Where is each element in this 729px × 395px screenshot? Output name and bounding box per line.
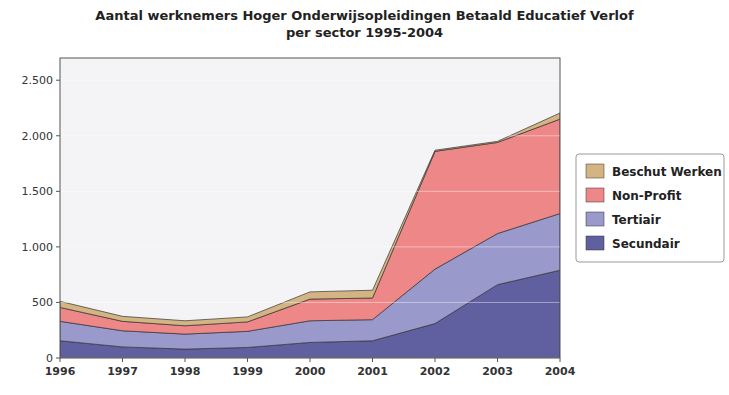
title-line: Aantal werknemers Hoger Onderwijsopleidi… xyxy=(95,8,634,23)
x-tick xyxy=(560,358,561,362)
legend-swatch xyxy=(586,188,604,202)
grid-line xyxy=(60,246,560,247)
legend-swatch xyxy=(586,236,604,250)
legend-label: Non-Profit xyxy=(612,189,682,203)
legend-label: Beschut Werken xyxy=(612,165,722,179)
x-tick xyxy=(122,358,123,362)
grid-line xyxy=(60,135,560,136)
grid-line xyxy=(60,302,560,303)
legend-box xyxy=(576,154,724,262)
x-tick-label: 2004 xyxy=(545,365,576,378)
x-tick-label: 1999 xyxy=(232,365,263,378)
title-line: per sector 1995-2004 xyxy=(286,25,443,40)
y-tick-label: 500 xyxy=(32,296,53,309)
x-tick xyxy=(310,358,311,362)
y-tick xyxy=(56,302,60,303)
plot-frame xyxy=(60,58,560,358)
x-axis: 1996 1997 1998 1999 2000 2001 2002 2003 2004 xyxy=(45,358,576,378)
x-tick xyxy=(372,358,373,362)
x-tick xyxy=(497,358,498,362)
x-tick xyxy=(247,358,248,362)
x-tick-label: 1997 xyxy=(107,365,138,378)
legend-label: Secundair xyxy=(612,237,680,251)
x-tick-label: 2000 xyxy=(295,365,326,378)
x-tick-label: 2001 xyxy=(357,365,388,378)
y-tick xyxy=(56,358,60,359)
y-tick-label: 2.500 xyxy=(22,74,54,87)
y-tick xyxy=(56,246,60,247)
y-axis: 0 500 1.000 1.500 2.000 2.500 xyxy=(22,74,561,365)
x-tick-label: 1996 xyxy=(45,365,76,378)
grid-line xyxy=(60,80,560,81)
x-tick-label: 2002 xyxy=(420,365,451,378)
chart-container: Aantal werknemers Hoger Onderwijsopleidi… xyxy=(0,0,729,395)
y-tick-label: 0 xyxy=(46,352,53,365)
legend: Beschut Werken Non-Profit Tertiair Secundai… xyxy=(576,154,724,262)
chart-svg: Aantal werknemers Hoger Onderwijsopleidi… xyxy=(0,0,729,395)
y-tick-label: 1.500 xyxy=(22,185,54,198)
x-tick xyxy=(185,358,186,362)
x-tick-label: 1998 xyxy=(170,365,201,378)
areas xyxy=(60,113,560,358)
area-series xyxy=(60,113,560,326)
y-tick-label: 2.000 xyxy=(22,130,54,143)
y-tick xyxy=(56,191,60,192)
grid-line xyxy=(60,191,560,192)
area-series xyxy=(60,119,560,334)
plot-background xyxy=(60,58,560,358)
chart-title: Aantal werknemers Hoger Onderwijsopleidi… xyxy=(95,8,634,40)
y-tick-label: 1.000 xyxy=(22,241,54,254)
y-tick xyxy=(56,80,60,81)
legend-label: Tertiair xyxy=(612,213,661,227)
x-tick xyxy=(60,358,61,362)
x-tick-label: 2003 xyxy=(482,365,513,378)
legend-swatch xyxy=(586,164,604,178)
legend-swatch xyxy=(586,212,604,226)
x-tick xyxy=(435,358,436,362)
y-tick xyxy=(56,135,60,136)
